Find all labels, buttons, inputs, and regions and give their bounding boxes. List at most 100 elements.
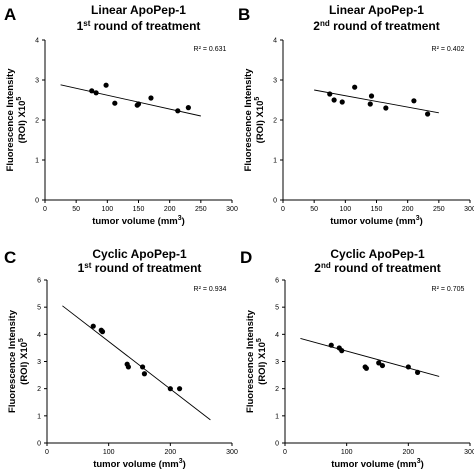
data-point bbox=[327, 91, 333, 97]
chart-subtitle: 2nd round of treatment bbox=[314, 261, 440, 275]
x-tick-label: 150 bbox=[133, 206, 145, 213]
data-point bbox=[185, 105, 191, 111]
trendline bbox=[62, 305, 211, 421]
data-point bbox=[339, 348, 345, 354]
data-point bbox=[125, 364, 131, 370]
data-point bbox=[328, 342, 334, 348]
data-point bbox=[112, 100, 118, 106]
y-tick-label: 0 bbox=[273, 198, 277, 205]
x-axis-label-sup: 3 bbox=[179, 458, 183, 465]
chart-subtitle: 1st round of treatment bbox=[78, 261, 202, 275]
x-tick-label: 250 bbox=[433, 206, 445, 213]
x-axis-label: tumor volume (mm3) bbox=[330, 215, 423, 227]
y-tick-label: 3 bbox=[37, 359, 41, 366]
panel-letter: C bbox=[4, 248, 16, 267]
y-axis-label-line1: Fluorescence Intensity bbox=[245, 309, 256, 413]
subtitle-rest: round of treatment bbox=[331, 261, 441, 275]
subtitle-number: 2 bbox=[313, 19, 320, 33]
y-tick-label: 1 bbox=[273, 158, 277, 165]
chart-title: Cyclic ApoPep-1 bbox=[92, 247, 187, 261]
subtitle-rest: round of treatment bbox=[91, 261, 201, 275]
x-tick-label: 200 bbox=[402, 449, 414, 456]
y-axis-label-text: (ROI) X10 bbox=[19, 342, 30, 385]
x-tick-label: 300 bbox=[226, 449, 238, 456]
subtitle-ordinal-sup: st bbox=[84, 261, 91, 270]
data-point bbox=[411, 98, 417, 104]
y-tick-label: 6 bbox=[37, 278, 41, 285]
r-squared-annotation: R² = 0.402 bbox=[432, 46, 465, 53]
y-axis-label-sup: 5 bbox=[256, 338, 263, 342]
trendline bbox=[314, 89, 439, 114]
data-point bbox=[99, 329, 106, 335]
r-squared-annotation: R² = 0.705 bbox=[432, 286, 465, 293]
data-point bbox=[331, 97, 337, 103]
x-tick-label: 50 bbox=[72, 206, 80, 213]
y-tick-label: 1 bbox=[35, 158, 39, 165]
x-tick-label: 50 bbox=[310, 206, 318, 213]
y-tick-label: 5 bbox=[37, 305, 41, 312]
data-point bbox=[93, 90, 99, 96]
y-axis-label-text: (ROI) X10 bbox=[255, 101, 266, 144]
x-axis-label-text: tumor volume (mm bbox=[92, 216, 178, 227]
x-tick-label: 0 bbox=[283, 449, 287, 456]
y-tick-label: 4 bbox=[37, 332, 41, 339]
x-axis-label: tumor volume (mm3) bbox=[331, 458, 424, 470]
data-point bbox=[135, 101, 142, 107]
trendline bbox=[300, 337, 440, 377]
y-tick-label: 2 bbox=[37, 386, 41, 393]
y-tick-label: 3 bbox=[35, 78, 39, 85]
y-axis-label-line1: Fluorescence Intensity bbox=[243, 68, 254, 172]
subtitle-number: 1 bbox=[78, 261, 85, 275]
x-tick-label: 200 bbox=[402, 206, 414, 213]
x-axis-label-close: ) bbox=[421, 459, 424, 470]
data-point bbox=[141, 371, 148, 377]
data-point bbox=[376, 360, 382, 366]
x-tick-label: 250 bbox=[195, 206, 207, 213]
data-point bbox=[89, 88, 95, 94]
x-tick-label: 100 bbox=[341, 449, 353, 456]
x-tick-label: 0 bbox=[45, 449, 49, 456]
data-point bbox=[139, 364, 146, 370]
x-axis-label-text: tumor volume (mm bbox=[330, 216, 416, 227]
data-point bbox=[368, 93, 375, 99]
subtitle-rest: round of treatment bbox=[330, 19, 440, 33]
x-tick-label: 100 bbox=[339, 206, 351, 213]
y-tick-label: 2 bbox=[275, 386, 279, 393]
y-axis-label-text: (ROI) X10 bbox=[17, 101, 28, 144]
data-point bbox=[405, 364, 411, 370]
y-tick-label: 4 bbox=[273, 38, 277, 45]
y-tick-label: 6 bbox=[275, 278, 279, 285]
panel-letter: A bbox=[4, 5, 16, 24]
y-tick-label: 4 bbox=[35, 38, 39, 45]
data-point bbox=[167, 386, 173, 392]
chart-subtitle: 1st round of treatment bbox=[77, 19, 201, 33]
data-point bbox=[103, 82, 109, 88]
x-axis-label-text: tumor volume (mm bbox=[331, 459, 417, 470]
subtitle-ordinal-sup: st bbox=[83, 19, 90, 28]
x-axis-label-close: ) bbox=[182, 216, 185, 227]
panel-letter: B bbox=[238, 5, 250, 24]
data-point bbox=[367, 101, 373, 107]
subtitle-number: 1 bbox=[77, 19, 84, 33]
y-axis-label-line1: Fluorescence Intensity bbox=[7, 309, 18, 413]
data-point bbox=[383, 105, 389, 111]
data-point bbox=[339, 99, 345, 105]
x-axis-label: tumor volume (mm3) bbox=[92, 215, 185, 227]
subtitle-ordinal-sup: nd bbox=[320, 19, 330, 28]
y-tick-label: 3 bbox=[273, 78, 277, 85]
chart-title: Cyclic ApoPep-1 bbox=[330, 247, 425, 261]
y-axis-label-line2: (ROI) X105 bbox=[18, 338, 30, 385]
x-axis-label-close: ) bbox=[183, 459, 186, 470]
x-tick-label: 300 bbox=[226, 206, 238, 213]
subtitle-rest: round of treatment bbox=[90, 19, 200, 33]
y-tick-label: 0 bbox=[275, 441, 279, 448]
subtitle-ordinal-sup: nd bbox=[321, 261, 331, 270]
x-axis-label: tumor volume (mm3) bbox=[93, 458, 186, 470]
subtitle-number: 2 bbox=[314, 261, 321, 275]
y-tick-label: 4 bbox=[275, 332, 279, 339]
